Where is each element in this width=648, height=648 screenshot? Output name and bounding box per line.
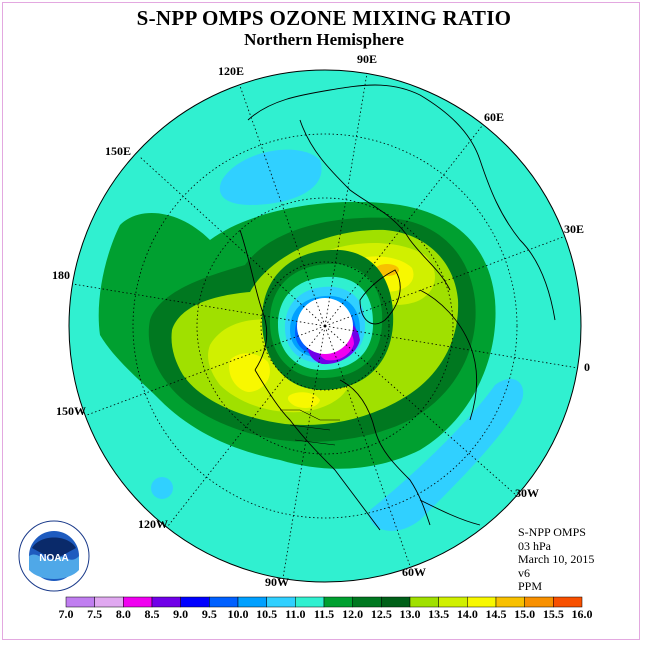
lon-label-30e: 30E bbox=[564, 222, 585, 236]
map-title: S-NPP OMPS OZONE MIXING RATIO bbox=[136, 6, 512, 30]
colorbar-tick-label: 7.0 bbox=[58, 607, 74, 621]
colorbar-tick-label: 7.5 bbox=[87, 607, 103, 621]
map-subtitle: Northern Hemisphere bbox=[244, 30, 404, 49]
latitude-circle bbox=[196, 197, 454, 455]
coast-north-america-east bbox=[339, 379, 431, 526]
colorbar-swatch bbox=[409, 596, 439, 608]
colorbar-swatch bbox=[438, 596, 468, 608]
lon-label-120w: 120W bbox=[138, 517, 168, 531]
colorbar-tick-label: 8.0 bbox=[115, 607, 131, 621]
low-patch-atlantic bbox=[369, 378, 524, 531]
info-units: PPM bbox=[518, 579, 543, 593]
latitude-circle bbox=[132, 133, 518, 519]
colorbar-swatch bbox=[352, 596, 382, 608]
colorbar-swatch bbox=[553, 596, 583, 608]
colorbar-swatch bbox=[94, 596, 124, 608]
lon-label-120e: 120E bbox=[218, 64, 245, 78]
meridian-150e bbox=[139, 156, 326, 327]
meridian-0 bbox=[324, 325, 579, 369]
colorbar-swatch bbox=[237, 596, 267, 608]
colorbar-tick-label: 14.0 bbox=[456, 607, 478, 621]
colorbar-tick-label: 11.0 bbox=[285, 607, 306, 621]
meridian-90e bbox=[324, 72, 368, 327]
noaa-logo: NOAA bbox=[18, 520, 90, 592]
product-info: S-NPP OMPS 03 hPa March 10, 2015 v6 PPM bbox=[518, 525, 595, 594]
lon-label-0: 0 bbox=[584, 360, 590, 374]
meridian-30w bbox=[324, 325, 517, 496]
colorbar-swatch bbox=[323, 596, 353, 608]
low-patch-pacific bbox=[151, 477, 173, 499]
figure-frame bbox=[2, 2, 640, 640]
band-13-5-south bbox=[287, 392, 320, 408]
coast-caribbean bbox=[419, 499, 481, 526]
colorbar-tick-label: 12.0 bbox=[342, 607, 364, 621]
coastlines bbox=[239, 84, 556, 531]
coast-greenland bbox=[359, 269, 401, 325]
info-level: 03 hPa bbox=[518, 538, 551, 553]
colorbar bbox=[65, 596, 583, 608]
meridian-60w bbox=[324, 325, 411, 567]
colorbar-tick-label: 9.0 bbox=[173, 607, 189, 621]
colorbar-tick-label: 13.5 bbox=[428, 607, 450, 621]
coast-siberia bbox=[299, 119, 451, 291]
colorbar-tick-label: 13.0 bbox=[399, 607, 421, 621]
colorbar-tick-label: 14.5 bbox=[485, 607, 507, 621]
colorbar-swatch bbox=[180, 596, 210, 608]
colorbar-swatch bbox=[65, 596, 95, 608]
map-boundary bbox=[68, 69, 582, 583]
lon-label-180: 180 bbox=[52, 268, 70, 282]
colorbar-tick-label: 9.5 bbox=[201, 607, 217, 621]
graticule bbox=[72, 72, 579, 579]
lon-label-150e: 150E bbox=[105, 144, 132, 158]
colorbar-swatch bbox=[209, 596, 239, 608]
colorbar-swatch bbox=[295, 596, 325, 608]
lon-label-60w: 60W bbox=[402, 565, 426, 579]
lon-label-150w: 150W bbox=[56, 404, 86, 418]
colorbar-tick-label: 16.0 bbox=[571, 607, 593, 621]
colorbar-swatch bbox=[123, 596, 153, 608]
colorbar-tick-label: 15.0 bbox=[514, 607, 536, 621]
logo-text: NOAA bbox=[39, 553, 68, 564]
meridian-180 bbox=[72, 283, 326, 327]
coast-europe bbox=[419, 289, 478, 421]
colorbar-swatch bbox=[467, 596, 497, 608]
coast-alaska bbox=[239, 229, 268, 371]
colorbar-tick-label: 12.5 bbox=[370, 607, 392, 621]
colorbar-tick-label: 8.5 bbox=[144, 607, 160, 621]
lon-label-60e: 60E bbox=[484, 110, 505, 124]
coast-eurasia-north bbox=[247, 84, 556, 321]
info-instrument: S-NPP OMPS bbox=[518, 525, 586, 539]
colorbar-swatch bbox=[524, 596, 554, 608]
ozone-field bbox=[69, 70, 581, 582]
colorbar-swatch bbox=[151, 596, 181, 608]
colorbar-swatch bbox=[381, 596, 411, 608]
lon-label-30w: 30W bbox=[515, 486, 539, 500]
band-13-5-west bbox=[229, 353, 270, 392]
colorbar-swatch bbox=[495, 596, 525, 608]
coast-north-america-west bbox=[254, 369, 381, 531]
latitude-circle bbox=[260, 261, 390, 391]
low-patch-asia bbox=[219, 149, 322, 205]
lon-label-90e: 90E bbox=[357, 52, 378, 66]
info-version: v6 bbox=[518, 565, 530, 580]
colorbar-tick-label: 10.5 bbox=[256, 607, 278, 621]
meridian-90w bbox=[282, 325, 326, 579]
colorbar-swatch bbox=[266, 596, 296, 608]
colorbar-tick-labels: 7.0 7.5 8.0 8.5 9.0 9.5 10.0 10.5 11.0 11.5 12.0 12… bbox=[0, 607, 648, 623]
colorbar-tick-label: 10.0 bbox=[227, 607, 249, 621]
lon-label-90w: 90W bbox=[265, 575, 289, 589]
us-state-borders bbox=[280, 409, 340, 446]
colorbar-tick-label: 15.5 bbox=[542, 607, 564, 621]
info-date: March 10, 2015 bbox=[518, 552, 595, 566]
meridian-120e bbox=[239, 85, 326, 327]
colorbar-tick-label: 11.5 bbox=[313, 607, 335, 621]
